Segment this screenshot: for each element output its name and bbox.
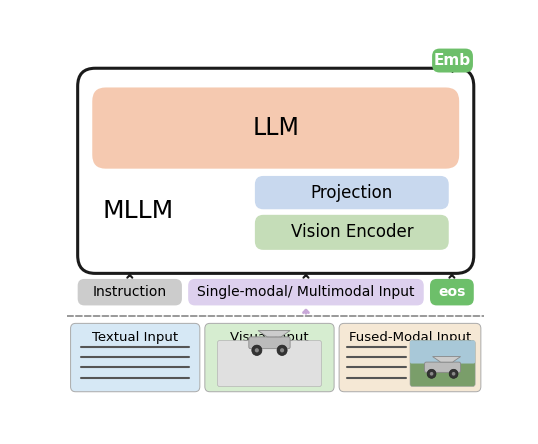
Circle shape	[280, 348, 284, 353]
Text: Single-modal/ Multimodal Input: Single-modal/ Multimodal Input	[197, 285, 415, 299]
FancyBboxPatch shape	[217, 341, 322, 387]
Text: eos: eos	[438, 285, 465, 299]
Text: Textual Input: Textual Input	[92, 331, 178, 344]
Text: Instruction: Instruction	[93, 285, 167, 299]
Text: Vision Encoder: Vision Encoder	[291, 223, 413, 242]
Text: LLM: LLM	[252, 116, 299, 140]
Text: Projection: Projection	[310, 184, 393, 202]
FancyBboxPatch shape	[432, 48, 473, 72]
Circle shape	[427, 369, 436, 378]
FancyBboxPatch shape	[93, 87, 459, 169]
Circle shape	[255, 348, 259, 353]
Text: Fused-Modal Input: Fused-Modal Input	[349, 331, 471, 344]
FancyBboxPatch shape	[410, 341, 475, 387]
FancyBboxPatch shape	[255, 215, 449, 250]
FancyBboxPatch shape	[77, 279, 182, 305]
Text: MLLM: MLLM	[103, 199, 174, 223]
FancyBboxPatch shape	[77, 68, 474, 274]
Circle shape	[452, 372, 455, 376]
FancyBboxPatch shape	[249, 337, 290, 349]
FancyBboxPatch shape	[339, 323, 481, 392]
Text: Visual Input: Visual Input	[230, 331, 309, 344]
FancyBboxPatch shape	[70, 323, 200, 392]
FancyBboxPatch shape	[188, 279, 424, 305]
Polygon shape	[433, 357, 461, 362]
FancyBboxPatch shape	[410, 341, 475, 364]
Circle shape	[449, 369, 458, 378]
Polygon shape	[258, 330, 290, 337]
Circle shape	[277, 345, 287, 356]
FancyBboxPatch shape	[430, 279, 474, 305]
FancyBboxPatch shape	[255, 176, 449, 209]
Circle shape	[430, 372, 434, 376]
FancyBboxPatch shape	[424, 362, 461, 373]
Text: Emb: Emb	[434, 53, 471, 68]
FancyBboxPatch shape	[205, 323, 334, 392]
Circle shape	[252, 345, 262, 356]
